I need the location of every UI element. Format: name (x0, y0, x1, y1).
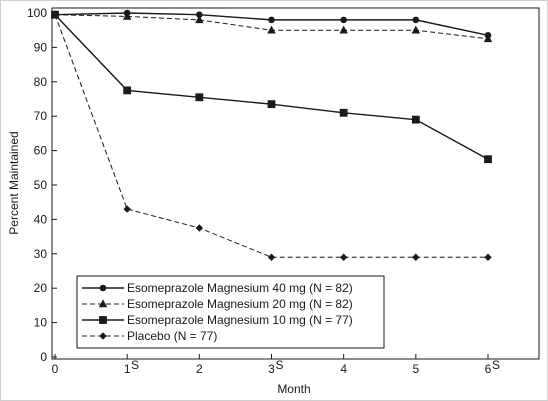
data-point (411, 25, 421, 34)
x-tick-label: 6 (485, 362, 492, 376)
data-point (268, 16, 275, 24)
x-tick-suffix: S (492, 358, 500, 372)
plot-border (51, 7, 540, 360)
x-tick-label: 0 (52, 362, 59, 376)
legend-box (76, 275, 385, 349)
series-line (54, 14, 488, 258)
y-tick-label: 90 (34, 40, 48, 54)
y-tick-label: 0 (40, 350, 47, 364)
y-tick-label: 70 (34, 109, 48, 123)
legend-label: Esomeprazole Magnesium 10 mg (N = 77) (127, 313, 353, 327)
data-point (412, 16, 420, 24)
data-point (411, 115, 420, 124)
series-line (54, 14, 489, 160)
data-point (122, 11, 132, 20)
data-point (340, 16, 347, 24)
data-point (195, 224, 204, 232)
data-point (267, 100, 276, 109)
y-tick-label: 80 (34, 75, 48, 89)
legend-label: Esomeprazole Magnesium 20 mg (N = 82) (127, 297, 353, 311)
y-tick-label: 100 (27, 6, 47, 20)
data-point (195, 15, 204, 24)
y-tick-label: 60 (34, 144, 48, 158)
data-point (123, 205, 131, 213)
series-1 (51, 9, 492, 39)
data-point (339, 108, 348, 117)
legend-swatch-marker (99, 316, 107, 324)
y-axis: 0 10 20 30 40 50 60 70 80 90 100 (27, 6, 57, 364)
x-axis-title: Month (277, 382, 310, 396)
x-tick-suffix: S (131, 358, 139, 372)
x-tick-label: 5 (412, 362, 419, 376)
legend-swatch-marker (98, 299, 108, 308)
data-point (339, 253, 348, 261)
legend-swatch-marker (99, 332, 107, 340)
x-tick-label: 2 (196, 362, 203, 376)
series-4 (51, 11, 492, 261)
y-tick-label: 30 (34, 247, 48, 261)
legend-label: Placebo (N = 77) (127, 329, 217, 343)
data-point (195, 93, 204, 102)
series-layer (50, 9, 493, 261)
y-axis-title: Percent Maintained (7, 131, 21, 234)
y-tick-label: 20 (34, 281, 48, 295)
data-point (483, 34, 493, 43)
y-tick-label: 10 (34, 316, 48, 330)
data-point (412, 253, 420, 261)
series-3 (51, 10, 492, 164)
legend: Esomeprazole Magnesium 40 mg (N = 82) Eso… (76, 275, 385, 349)
y-tick-label: 50 (34, 178, 48, 192)
y-tick-label: 40 (34, 212, 48, 226)
legend-label: Esomeprazole Magnesium 40 mg (N = 82) (127, 281, 353, 295)
x-tick-label: 3 (268, 362, 275, 376)
x-tick-label: 1 (124, 362, 131, 376)
x-tick-label: 4 (340, 362, 347, 376)
data-point (339, 25, 348, 34)
data-point (51, 11, 59, 19)
legend-swatch-marker (99, 284, 107, 292)
data-point (267, 25, 276, 34)
x-tick-suffix: S (276, 358, 284, 372)
data-point (123, 86, 132, 95)
data-point (267, 253, 276, 261)
data-point (484, 253, 492, 261)
series-2 (50, 10, 493, 43)
data-point (484, 155, 492, 164)
